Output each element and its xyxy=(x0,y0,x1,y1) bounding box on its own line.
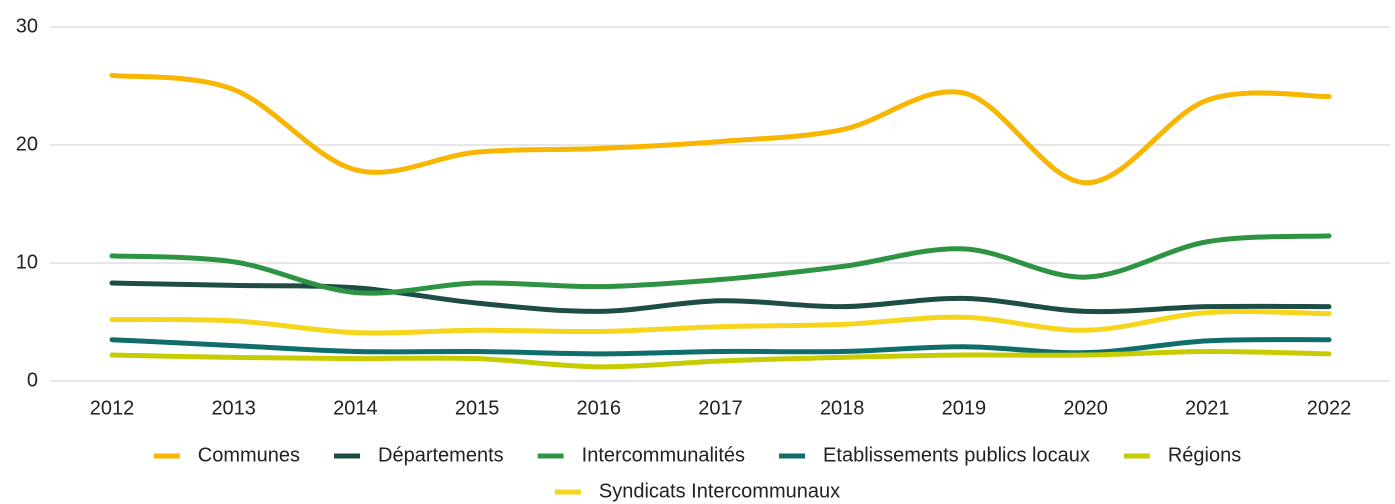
legend-label: Régions xyxy=(1168,444,1241,466)
series-line xyxy=(109,309,1332,336)
x-tick-label: 2019 xyxy=(942,397,987,419)
x-tick-label: 2012 xyxy=(90,397,135,419)
y-tick-label: 0 xyxy=(27,369,38,391)
x-tick-label: 2013 xyxy=(211,397,256,419)
x-tick-label: 2018 xyxy=(820,397,865,419)
legend-label: Communes xyxy=(198,444,300,466)
x-tick-label: 2014 xyxy=(333,397,378,419)
x-tick-label: 2020 xyxy=(1063,397,1108,419)
series-line xyxy=(109,348,1332,370)
series-line xyxy=(109,337,1332,357)
x-tick-label: 2021 xyxy=(1185,397,1230,419)
legend-label: Syndicats Intercommunaux xyxy=(599,480,840,502)
legend-label: Intercommunalités xyxy=(582,444,745,466)
x-tick-label: 2017 xyxy=(698,397,743,419)
y-tick-label: 20 xyxy=(16,133,38,155)
y-tick-label: 30 xyxy=(16,15,38,37)
series-line xyxy=(109,72,1332,186)
series-line xyxy=(109,233,1332,296)
x-tick-label: 2016 xyxy=(577,397,622,419)
x-tick-label: 2015 xyxy=(455,397,500,419)
legend-label: Départements xyxy=(378,444,504,466)
y-tick-label: 10 xyxy=(16,251,38,273)
x-tick-label: 2022 xyxy=(1307,397,1352,419)
legend-label: Etablissements publics locaux xyxy=(823,444,1090,466)
series-line xyxy=(109,280,1332,315)
